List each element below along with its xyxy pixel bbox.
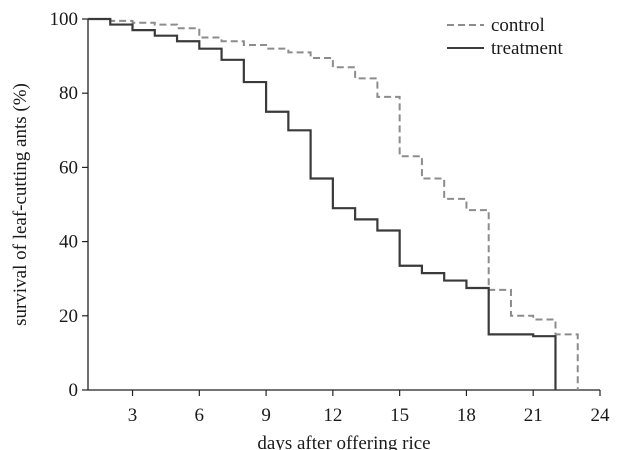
y-axis-title: survival of leaf-cutting ants (%): [10, 83, 31, 326]
x-tick-label: 15: [390, 405, 409, 426]
legend-control-label: control: [491, 15, 545, 36]
axes: 3 6 9 12 15 18 21 24 0 20 40 60 80 100: [50, 9, 611, 426]
series-treatment-line: [88, 17, 557, 390]
y-tick-label: 0: [69, 380, 79, 401]
x-tick-label: 9: [261, 405, 271, 426]
y-tick-label: 100: [50, 9, 79, 30]
y-tick-label: 80: [59, 83, 78, 104]
legend-treatment-label: treatment: [491, 38, 563, 59]
x-tick-label: 6: [195, 405, 205, 426]
y-tick-label: 40: [59, 232, 78, 253]
x-tick-label: 18: [457, 405, 476, 426]
x-tick-label: 12: [323, 405, 342, 426]
y-tick-label: 60: [59, 157, 78, 178]
series-layer: [88, 17, 579, 390]
x-tick-label: 24: [591, 405, 611, 426]
series-control-line: [88, 18, 579, 390]
x-tick-label: 21: [524, 405, 543, 426]
x-tick-label: 3: [128, 405, 138, 426]
y-tick-label: 20: [59, 306, 78, 327]
x-axis-title: days after offering rice: [257, 433, 430, 450]
